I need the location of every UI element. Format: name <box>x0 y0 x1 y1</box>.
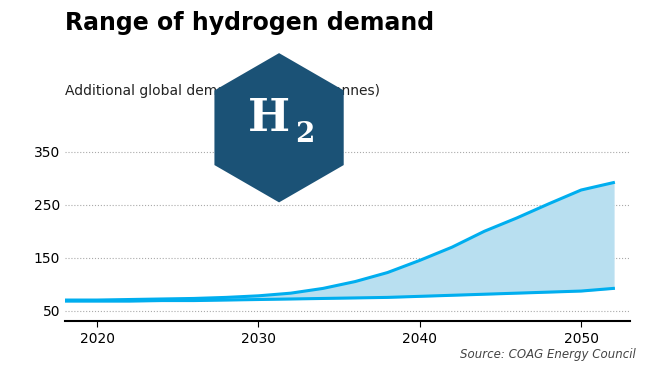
Text: Range of hydrogen demand: Range of hydrogen demand <box>65 11 434 35</box>
Text: Source: COAG Energy Council: Source: COAG Energy Council <box>460 348 636 361</box>
Text: Additional global demand (Millions of tonnes): Additional global demand (Millions of to… <box>65 84 380 98</box>
Text: 2: 2 <box>295 121 315 148</box>
Text: H: H <box>249 97 290 140</box>
